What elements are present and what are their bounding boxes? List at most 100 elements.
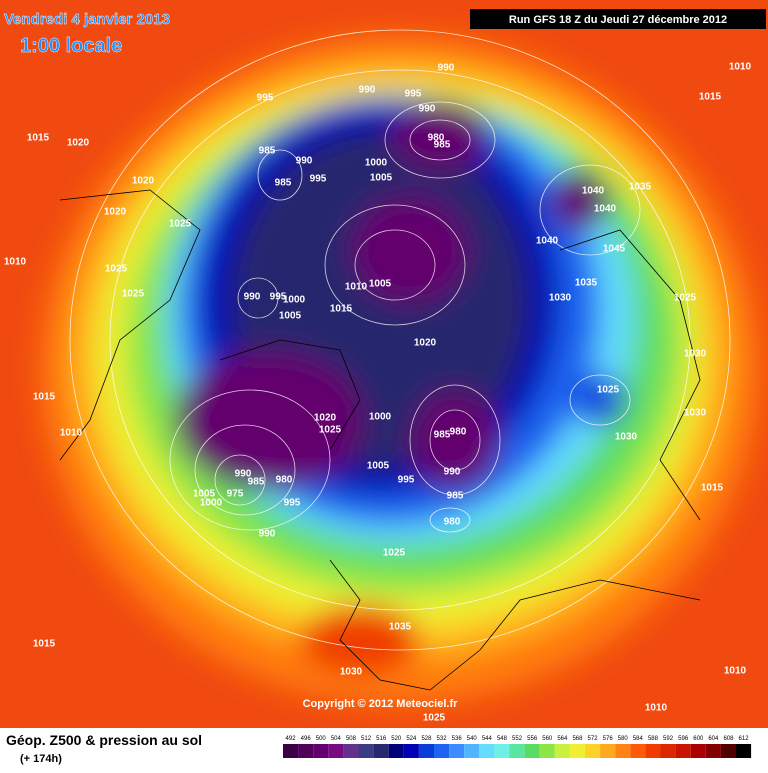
isobar-label: 1030 (684, 349, 707, 360)
scale-swatch (343, 744, 359, 758)
isobar-label: 990 (359, 85, 376, 96)
scale-swatch (720, 744, 736, 758)
scale-swatch (358, 744, 374, 758)
map-local-time: 1:00 locale (20, 35, 122, 57)
scale-label: 504 (331, 736, 342, 742)
isobar-label: 1000 (200, 498, 223, 509)
scale-swatch (690, 744, 706, 758)
isobar-label: 1020 (314, 413, 337, 424)
copyright: Copyright © 2012 Meteociel.fr (303, 698, 459, 710)
isobar-label: 985 (275, 178, 292, 189)
isobar-label: 1025 (105, 264, 128, 275)
isobar-label: 1010 (345, 282, 368, 293)
isobar-label: 1005 (367, 461, 390, 472)
scale-label: 612 (739, 736, 750, 742)
isobar-label: 1000 (283, 295, 306, 306)
scale-label: 516 (376, 736, 387, 742)
scale-label: 576 (603, 736, 614, 742)
isobar-label: 1030 (684, 408, 707, 419)
scale-swatch (675, 744, 691, 758)
scale-label: 580 (618, 736, 629, 742)
scale-label: 540 (467, 736, 478, 742)
scale-label: 520 (391, 736, 402, 742)
scale-swatch (328, 744, 344, 758)
scale-swatch (434, 744, 450, 758)
scale-swatch (585, 744, 601, 758)
scale-label: 560 (542, 736, 553, 742)
scale-swatch (524, 744, 540, 758)
scale-label: 556 (527, 736, 538, 742)
scale-label: 588 (648, 736, 659, 742)
scale-label: 528 (421, 736, 432, 742)
isobar-label: 995 (257, 93, 274, 104)
scale-swatch (615, 744, 631, 758)
isobar-label: 1005 (279, 311, 302, 322)
run-box (470, 9, 766, 29)
isobar-label: 1025 (423, 713, 446, 724)
scale-label: 604 (708, 736, 719, 742)
isobar-label: 1025 (122, 289, 145, 300)
isobar-label: 1025 (383, 548, 406, 559)
scale-label: 496 (301, 736, 312, 742)
scale-swatch (449, 744, 465, 758)
isobar-label: 1010 (729, 62, 752, 73)
isobar-label: 1015 (27, 133, 50, 144)
scale-swatch (403, 744, 419, 758)
isobar-label: 985 (248, 477, 265, 488)
scale-swatch (736, 744, 752, 758)
map-date: Vendredi 4 janvier 2013 (4, 11, 170, 28)
isobar-label: 1015 (33, 639, 56, 650)
isobar-label: 1045 (603, 244, 626, 255)
color-scale: 492 496 500 504 508 512 516 520 524 528 532 536 540 5… (283, 736, 752, 758)
isobar-label: 1010 (4, 257, 27, 268)
isobar-label: 1035 (389, 622, 412, 633)
isobar-label: 985 (434, 140, 451, 151)
footer-lead: (+ 174h) (20, 753, 62, 765)
isobar-label: 995 (270, 292, 287, 303)
isobar-label: 1015 (330, 304, 353, 315)
isobar-label: 990 (259, 529, 276, 540)
isobar-label: 990 (444, 467, 461, 478)
map (0, 0, 768, 728)
scale-label: 548 (497, 736, 508, 742)
scale-label: 492 (286, 736, 297, 742)
scale-swatch (705, 744, 721, 758)
isobar-label: 1030 (340, 667, 363, 678)
isobar-label: 1040 (594, 204, 617, 215)
isobar-label: 995 (310, 174, 327, 185)
scale-swatch (645, 744, 661, 758)
scale-swatch (539, 744, 555, 758)
scale-swatch (509, 744, 525, 758)
scale-swatch (554, 744, 570, 758)
isobar-label: 1020 (67, 138, 90, 149)
isobar-label: 980 (276, 475, 293, 486)
isobar-label: 990 (235, 469, 252, 480)
scale-label: 592 (663, 736, 674, 742)
scale-swatch (373, 744, 389, 758)
scale-swatch (464, 744, 480, 758)
isobar-label: 1005 (193, 489, 216, 500)
isobar-label: 1000 (369, 412, 392, 423)
isobar-label: 980 (444, 517, 461, 528)
scale-swatch (388, 744, 404, 758)
isobar-label: 985 (259, 146, 276, 157)
isobar-label: 1020 (132, 176, 155, 187)
scale-swatch (283, 744, 299, 758)
isobar-label: 1040 (536, 236, 559, 247)
scale-swatch (600, 744, 616, 758)
scale-swatch (660, 744, 676, 758)
scale-label: 532 (437, 736, 448, 742)
isobar-label: 1010 (724, 666, 747, 677)
scale-label: 508 (346, 736, 357, 742)
isobar-label: 1030 (615, 432, 638, 443)
isobar-label: 1010 (60, 428, 83, 439)
isobar-label: 990 (419, 104, 436, 115)
isobar-label: 1025 (674, 293, 697, 304)
scale-label: 608 (723, 736, 734, 742)
isobar-label: 985 (434, 430, 451, 441)
scale-label: 552 (512, 736, 523, 742)
scale-label: 568 (572, 736, 583, 742)
isobar-label: 985 (447, 491, 464, 502)
